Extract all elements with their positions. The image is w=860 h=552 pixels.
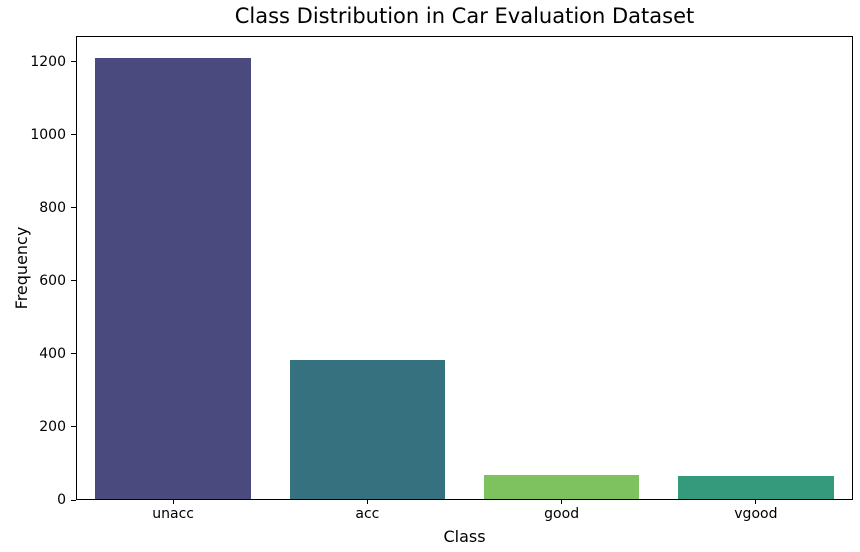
chart-title: Class Distribution in Car Evaluation Dat… bbox=[234, 4, 695, 28]
bar-unacc bbox=[95, 57, 251, 500]
x-tick-mark bbox=[755, 500, 757, 504]
y-tick-label: 0 bbox=[57, 492, 66, 508]
y-tick-mark bbox=[71, 61, 76, 63]
y-axis-label: Frequency bbox=[12, 226, 31, 310]
y-tick-label: 1200 bbox=[30, 53, 66, 70]
bar-good bbox=[483, 474, 640, 500]
y-tick-mark bbox=[71, 426, 76, 428]
y-tick-label: 200 bbox=[39, 418, 66, 435]
y-tick-mark bbox=[71, 353, 76, 355]
bar-acc bbox=[289, 359, 446, 500]
y-tick-mark bbox=[71, 134, 76, 136]
y-tick-mark bbox=[71, 207, 76, 209]
x-tick-mark bbox=[172, 500, 174, 504]
x-axis-label: Class bbox=[443, 527, 486, 546]
y-tick-label: 400 bbox=[39, 345, 66, 362]
y-tick-label: 600 bbox=[39, 272, 66, 289]
x-tick-label: vgood bbox=[734, 506, 778, 522]
x-tick-label: unacc bbox=[152, 506, 194, 522]
y-tick-mark bbox=[71, 280, 76, 282]
x-tick-mark bbox=[561, 500, 563, 504]
x-tick-mark bbox=[366, 500, 368, 504]
x-tick-label: good bbox=[544, 506, 580, 522]
y-tick-label: 800 bbox=[39, 199, 66, 216]
x-tick-label: acc bbox=[355, 506, 380, 522]
y-tick-mark bbox=[71, 499, 76, 501]
bar-vgood bbox=[678, 476, 834, 500]
y-tick-label: 1000 bbox=[30, 126, 66, 143]
